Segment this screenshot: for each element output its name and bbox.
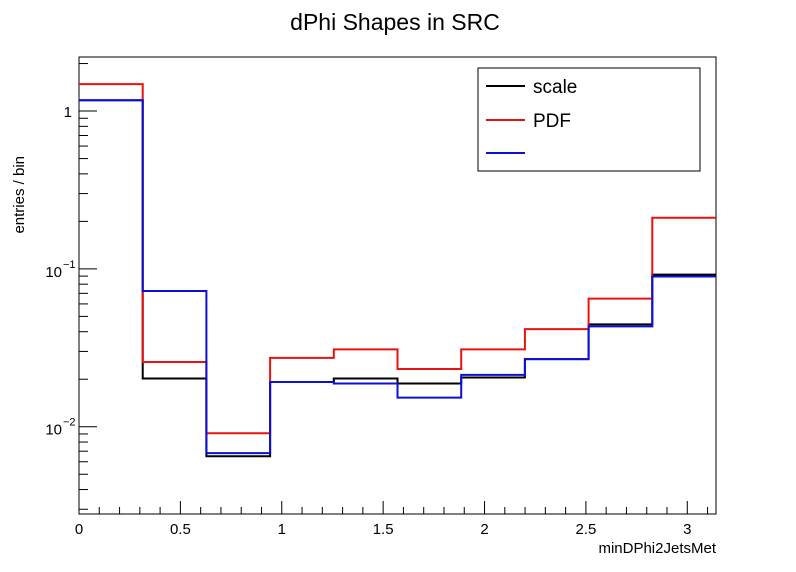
series-unnamed-line: [79, 99, 716, 455]
x-tick-label: 1: [278, 521, 286, 538]
legend-entry-label: scale: [533, 77, 577, 98]
y-tick-label: 10: [45, 264, 62, 281]
y-axis: 110−110−2: [45, 63, 97, 510]
series-layer: [79, 83, 716, 458]
plot-frame: [78, 56, 717, 515]
x-tick-label: 3: [683, 521, 691, 538]
y-axis-label: entries / bin: [11, 156, 28, 234]
legend-entry-label: PDF: [533, 111, 571, 132]
x-tick-label: 0: [75, 521, 83, 538]
x-axis: 0 0.5 1 1.5 2 2.5 3: [75, 501, 709, 538]
x-tick-label: 1.5: [373, 521, 394, 538]
x-tick-label: 0.5: [170, 521, 191, 538]
legend-entries: scale PDF: [486, 77, 577, 154]
x-tick-label: 2.5: [575, 521, 596, 538]
chart-title: dPhi Shapes in SRC: [290, 9, 500, 35]
y-tick-label-exponent: −1: [63, 259, 76, 271]
x-axis-label: minDPhi2JetsMet: [598, 540, 716, 557]
legend: scale PDF: [477, 67, 701, 172]
y-tick-label: 1: [64, 104, 72, 121]
y-tick-label-exponent: −2: [63, 417, 76, 429]
y-tick-label: 10: [45, 422, 62, 439]
x-tick-label: 2: [480, 521, 488, 538]
